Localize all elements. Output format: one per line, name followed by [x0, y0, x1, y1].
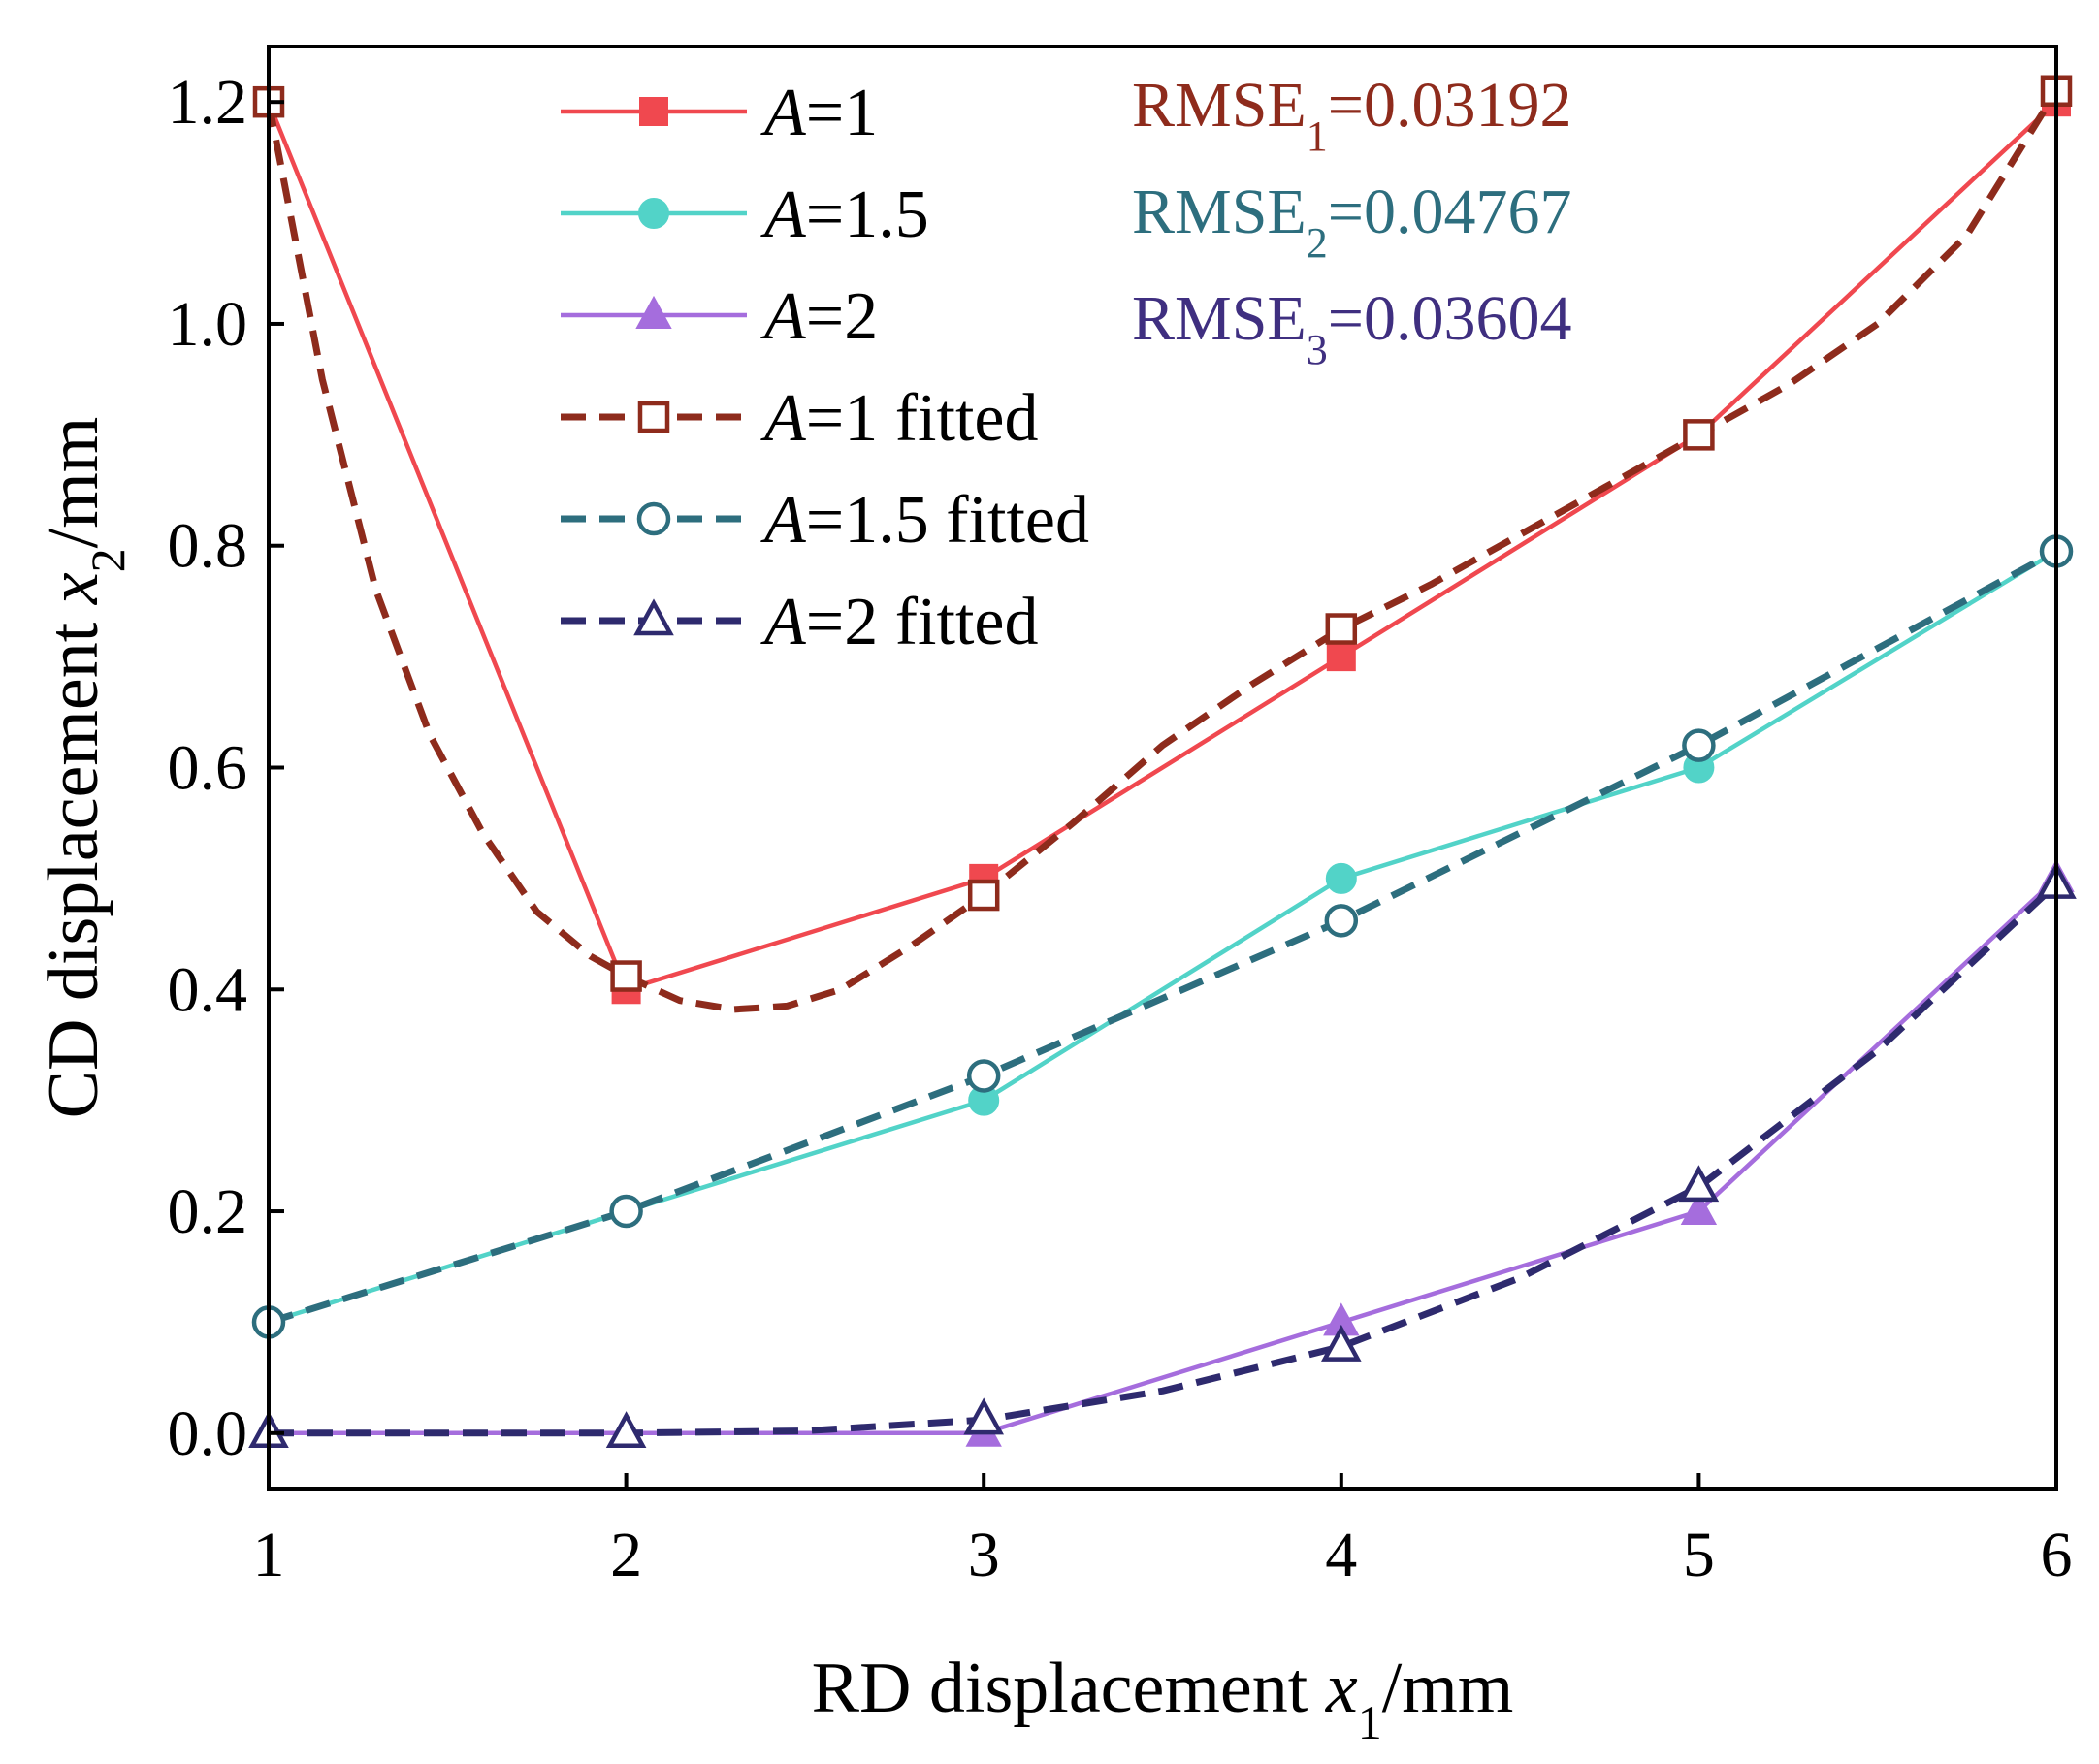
axes-layer: 1 2 3 4 5 6 0.0 0.2 0.4 0.6 0.8 1.0 1.2 [168, 45, 2073, 1590]
series-6-point-5 [1678, 1165, 1720, 1203]
legend-entry-5: A=1.5 fitted [561, 483, 1089, 558]
series-4-point-5 [1683, 419, 1715, 451]
legend-entry-3: A=2 [561, 279, 878, 354]
legend-marker [639, 97, 668, 126]
series-3-point-5 [1680, 1191, 1718, 1226]
series-4 [252, 75, 2073, 1013]
y-tick-label: 1.0 [168, 289, 248, 360]
x-tick-label: 3 [968, 1520, 1000, 1590]
y-tick-label: 0.6 [168, 733, 248, 804]
series-5-point-4 [1324, 904, 1359, 938]
legend-marker [638, 198, 669, 229]
legend: A=1 A=1.5 A=2 A=1 fitted A=1.5 fitted A=2 fit… [561, 76, 1089, 659]
legend-marker [633, 598, 674, 636]
x-tick-label: 4 [1325, 1520, 1357, 1590]
y-tick-label: 1.2 [168, 67, 248, 138]
legend-label: A=2 fitted [760, 585, 1038, 659]
series-5-point-3 [966, 1059, 1001, 1093]
rmse-annotation-1: RMSE1=0.03192 [1132, 70, 1571, 160]
x-axis-label: RD displacement x1/mm [812, 1649, 1514, 1749]
rmse-annotations: RMSE1=0.03192 RMSE2=0.04767 RMSE3=0.03604 [1132, 70, 1571, 373]
series-6-point-2 [605, 1411, 647, 1449]
legend-label: A=1.5 fitted [760, 483, 1089, 558]
legend-label: A=1 fitted [760, 381, 1038, 456]
rmse-annotation-2: RMSE2=0.04767 [1132, 176, 1571, 267]
legend-entry-1: A=1 [561, 76, 878, 150]
y-tick-label: 0.8 [168, 511, 248, 582]
series-5-point-5 [1682, 728, 1716, 762]
legend-label: A=1 [760, 76, 878, 150]
series-4-line [265, 88, 2059, 1013]
series-1-point-4 [1326, 642, 1356, 672]
series-3-line [269, 877, 2058, 1436]
x-tick-label: 2 [610, 1520, 642, 1590]
legend-label: A=1.5 [760, 177, 929, 252]
y-tick-label: 0.4 [168, 954, 248, 1025]
series-6 [248, 861, 2077, 1449]
series-5 [251, 534, 2074, 1339]
y-axis-label: CD displacement x2/mm [34, 417, 135, 1119]
series-2-point-4 [1325, 862, 1357, 894]
legend-entry-6: A=2 fitted [561, 585, 1038, 659]
x-tick-label: 5 [1683, 1520, 1715, 1590]
x-tick-label: 1 [253, 1520, 285, 1590]
series-1-line [266, 100, 2058, 992]
legend-label: A=2 [760, 279, 878, 354]
series-5-line [267, 548, 2058, 1326]
series-6-line [269, 882, 2059, 1437]
rmse-annotation-3: RMSE3=0.03604 [1132, 283, 1571, 373]
series-5-point-2 [609, 1194, 643, 1229]
series-6-point-4 [1321, 1324, 1362, 1362]
y-tick-label: 0.2 [168, 1176, 248, 1247]
legend-marker [635, 295, 672, 329]
legend-marker [636, 501, 671, 536]
series-layer [248, 75, 2077, 1449]
x-tick-label: 6 [2041, 1520, 2073, 1590]
legend-marker [637, 401, 670, 433]
y-tick-label: 0.0 [168, 1398, 248, 1469]
legend-entry-4: A=1 fitted [561, 381, 1038, 456]
series-6-point-3 [963, 1397, 1004, 1435]
series-4-point-2 [610, 960, 642, 992]
legend-entry-2: A=1.5 [561, 177, 929, 252]
series-4-point-4 [1325, 613, 1358, 645]
series-4-point-3 [967, 879, 1000, 912]
